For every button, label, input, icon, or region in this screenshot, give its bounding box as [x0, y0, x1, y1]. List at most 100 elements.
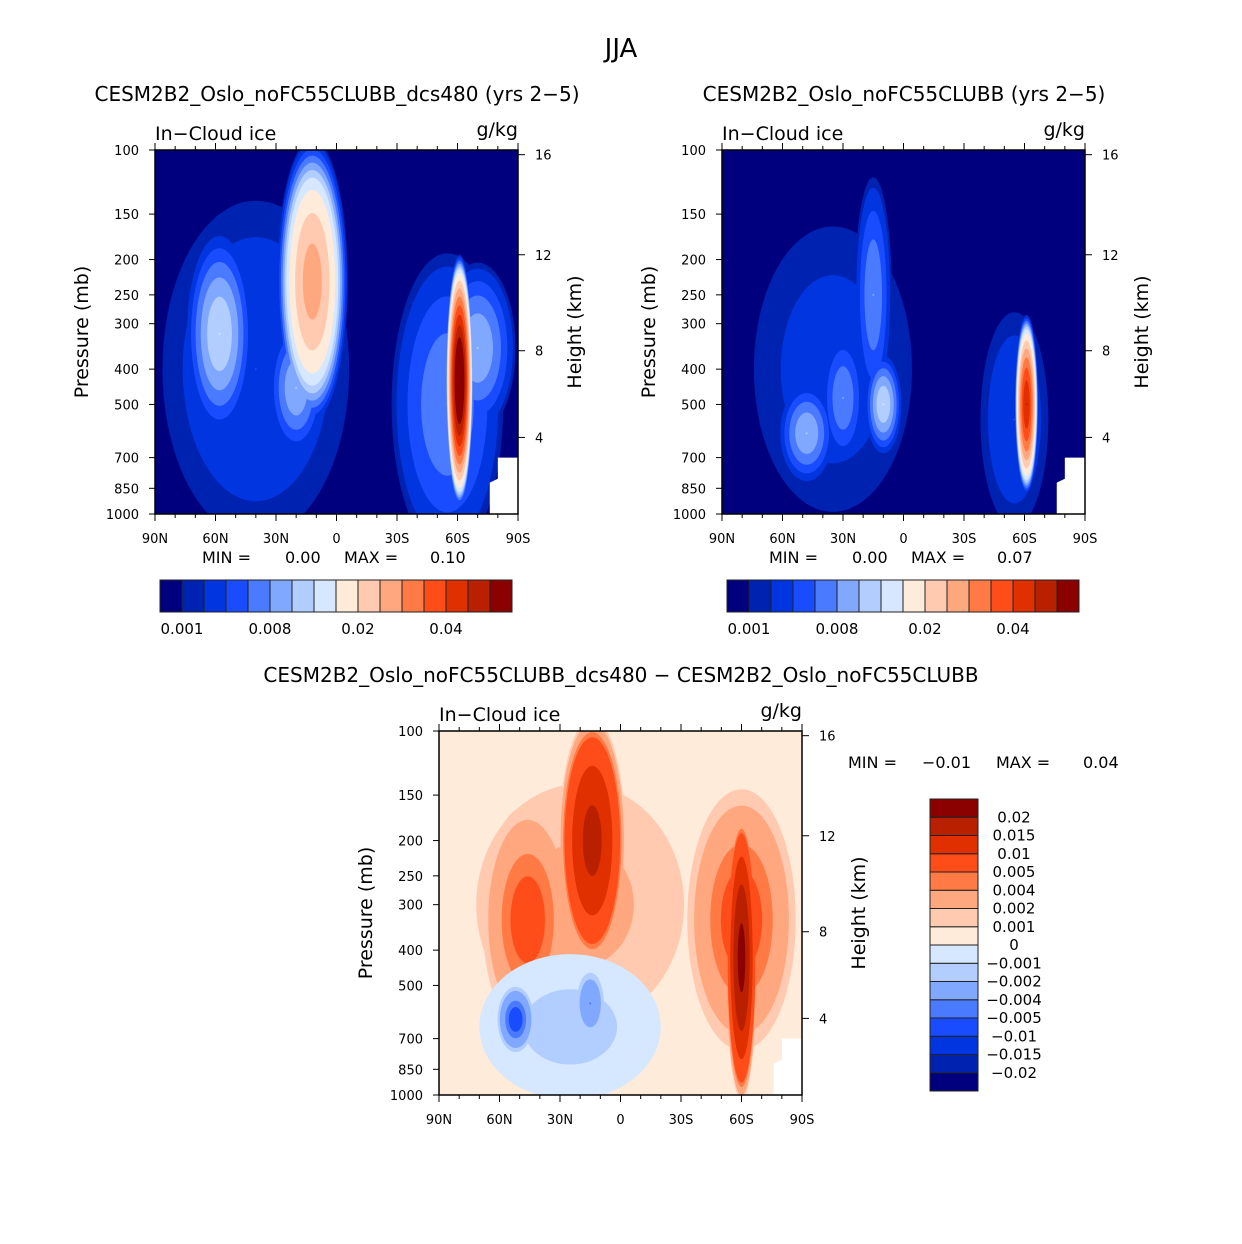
p-tick-label: 500: [398, 979, 423, 994]
colorbar-box: [946, 579, 970, 613]
colorbar-label: −0.015: [986, 1046, 1042, 1064]
p-tick-label: 400: [681, 363, 706, 378]
min-label: MIN =: [769, 548, 818, 567]
h-tick-label: 4: [819, 1012, 827, 1027]
p-tick-label: 150: [398, 789, 423, 804]
units-label: g/kg: [760, 700, 802, 722]
x-tick-label: 60N: [202, 532, 228, 547]
x-tick-label: 0: [616, 1113, 624, 1128]
colorbar-box: [467, 579, 491, 613]
h-tick-label: 4: [535, 431, 543, 446]
colorbar-box: [929, 926, 979, 946]
colorbar-label: 0: [1009, 936, 1019, 954]
missing-data-region: [1056, 457, 1085, 514]
colorbar-box: [836, 579, 860, 613]
p-tick-label: 200: [114, 254, 139, 269]
h-tick-label: 12: [1102, 249, 1119, 264]
p-tick-label: 1000: [390, 1089, 423, 1104]
contour-level-0.025: [302, 243, 322, 320]
x-tick-label: 30S: [669, 1113, 694, 1128]
colorbar-box: [990, 579, 1014, 613]
colorbar-label: −0.005: [986, 1009, 1042, 1027]
x-tick-label: 30N: [830, 532, 856, 547]
h-tick-label: 4: [1102, 431, 1110, 446]
p-tick-label: 100: [114, 144, 139, 159]
y2-axis-label: Height (km): [848, 856, 870, 969]
contour-level-0.05: [454, 337, 465, 425]
colorbar-box: [858, 579, 882, 613]
colorbar-box: [929, 816, 979, 836]
variable-label: In−Cloud ice: [439, 704, 560, 726]
contour-level--0.004: [589, 1002, 592, 1005]
y2-axis-label: Height (km): [564, 275, 586, 388]
colorbar-label: 0.002: [993, 900, 1036, 918]
contour-level-0.008: [872, 293, 875, 296]
p-tick-label: 850: [681, 482, 706, 497]
colorbar-box: [291, 579, 315, 613]
colorbar-box: [489, 579, 513, 613]
p-tick-label: 700: [114, 452, 139, 467]
p-tick-label: 700: [398, 1033, 423, 1048]
max-value: 0.04: [1083, 753, 1119, 772]
colorbar-box: [423, 579, 447, 613]
p-tick-label: 150: [681, 208, 706, 223]
contour-level--0.005: [508, 1007, 523, 1032]
p-tick-label: 150: [114, 208, 139, 223]
min-value: −0.01: [922, 753, 971, 772]
main-title: JJA: [603, 34, 638, 64]
h-tick-label: 8: [535, 345, 543, 360]
colorbar-box: [929, 1017, 979, 1037]
h-tick-label: 16: [819, 730, 836, 745]
colorbar-label: 0.015: [993, 827, 1036, 845]
max-value: 0.10: [430, 548, 466, 567]
p-tick-label: 100: [681, 144, 706, 159]
contour-level-0.045: [1025, 403, 1028, 406]
colorbar-box: [1012, 579, 1036, 613]
x-tick-label: 60S: [1012, 532, 1037, 547]
max-label: MAX =: [911, 548, 965, 567]
colorbar-box: [313, 579, 337, 613]
h-tick-label: 12: [819, 830, 836, 845]
contour-level-0.012: [218, 332, 221, 335]
colorbar-box: [1056, 579, 1080, 613]
colorbar-box: [225, 579, 249, 613]
p-tick-label: 1000: [106, 508, 139, 523]
panel-diff: 90N 60N 30N 0 30S 60S 90S 100 150 200 250 300 400 500…: [263, 663, 1118, 1128]
colorbar-label: 0.008: [816, 620, 859, 638]
colorbar-box: [181, 579, 205, 613]
x-tick-label: 90S: [506, 532, 531, 547]
colorbar-box: [929, 1054, 979, 1074]
colorbar-label: 0.04: [996, 620, 1029, 638]
colorbar-label: −0.002: [986, 973, 1042, 991]
p-tick-label: 300: [114, 318, 139, 333]
colorbar-label: 0.008: [249, 620, 292, 638]
contour-level-0.004: [254, 368, 257, 371]
y-axis-label: Pressure (mb): [71, 266, 93, 399]
p-tick-label: 250: [114, 289, 139, 304]
contour-level-0.008: [842, 396, 844, 399]
p-tick-label: 300: [681, 318, 706, 333]
max-value: 0.07: [997, 548, 1033, 567]
p-tick-label: 700: [681, 452, 706, 467]
min-value: 0.00: [852, 548, 888, 567]
h-tick-label: 16: [535, 149, 552, 164]
variable-label: In−Cloud ice: [155, 123, 276, 145]
contour-area: [722, 150, 1085, 514]
min-label: MIN =: [202, 548, 251, 567]
p-tick-label: 300: [398, 899, 423, 914]
contour-level-0.01: [476, 347, 479, 350]
x-tick-label: 90S: [790, 1113, 815, 1128]
p-tick-label: 400: [398, 944, 423, 959]
contour-level-0.01: [805, 432, 808, 435]
panel-title: CESM2B2_Oslo_noFC55CLUBB_dcs480 (yrs 2−5…: [95, 82, 580, 106]
colorbar-box: [770, 579, 794, 613]
colorbar-label: −0.004: [986, 991, 1042, 1009]
x-tick-label: 90N: [709, 532, 735, 547]
contour-level-0.015: [582, 805, 602, 876]
x-tick-label: 0: [332, 532, 340, 547]
x-tick-label: 60S: [445, 532, 470, 547]
contour-level-0.012: [882, 403, 885, 406]
units-label: g/kg: [476, 119, 518, 141]
colorbar-box: [357, 579, 381, 613]
